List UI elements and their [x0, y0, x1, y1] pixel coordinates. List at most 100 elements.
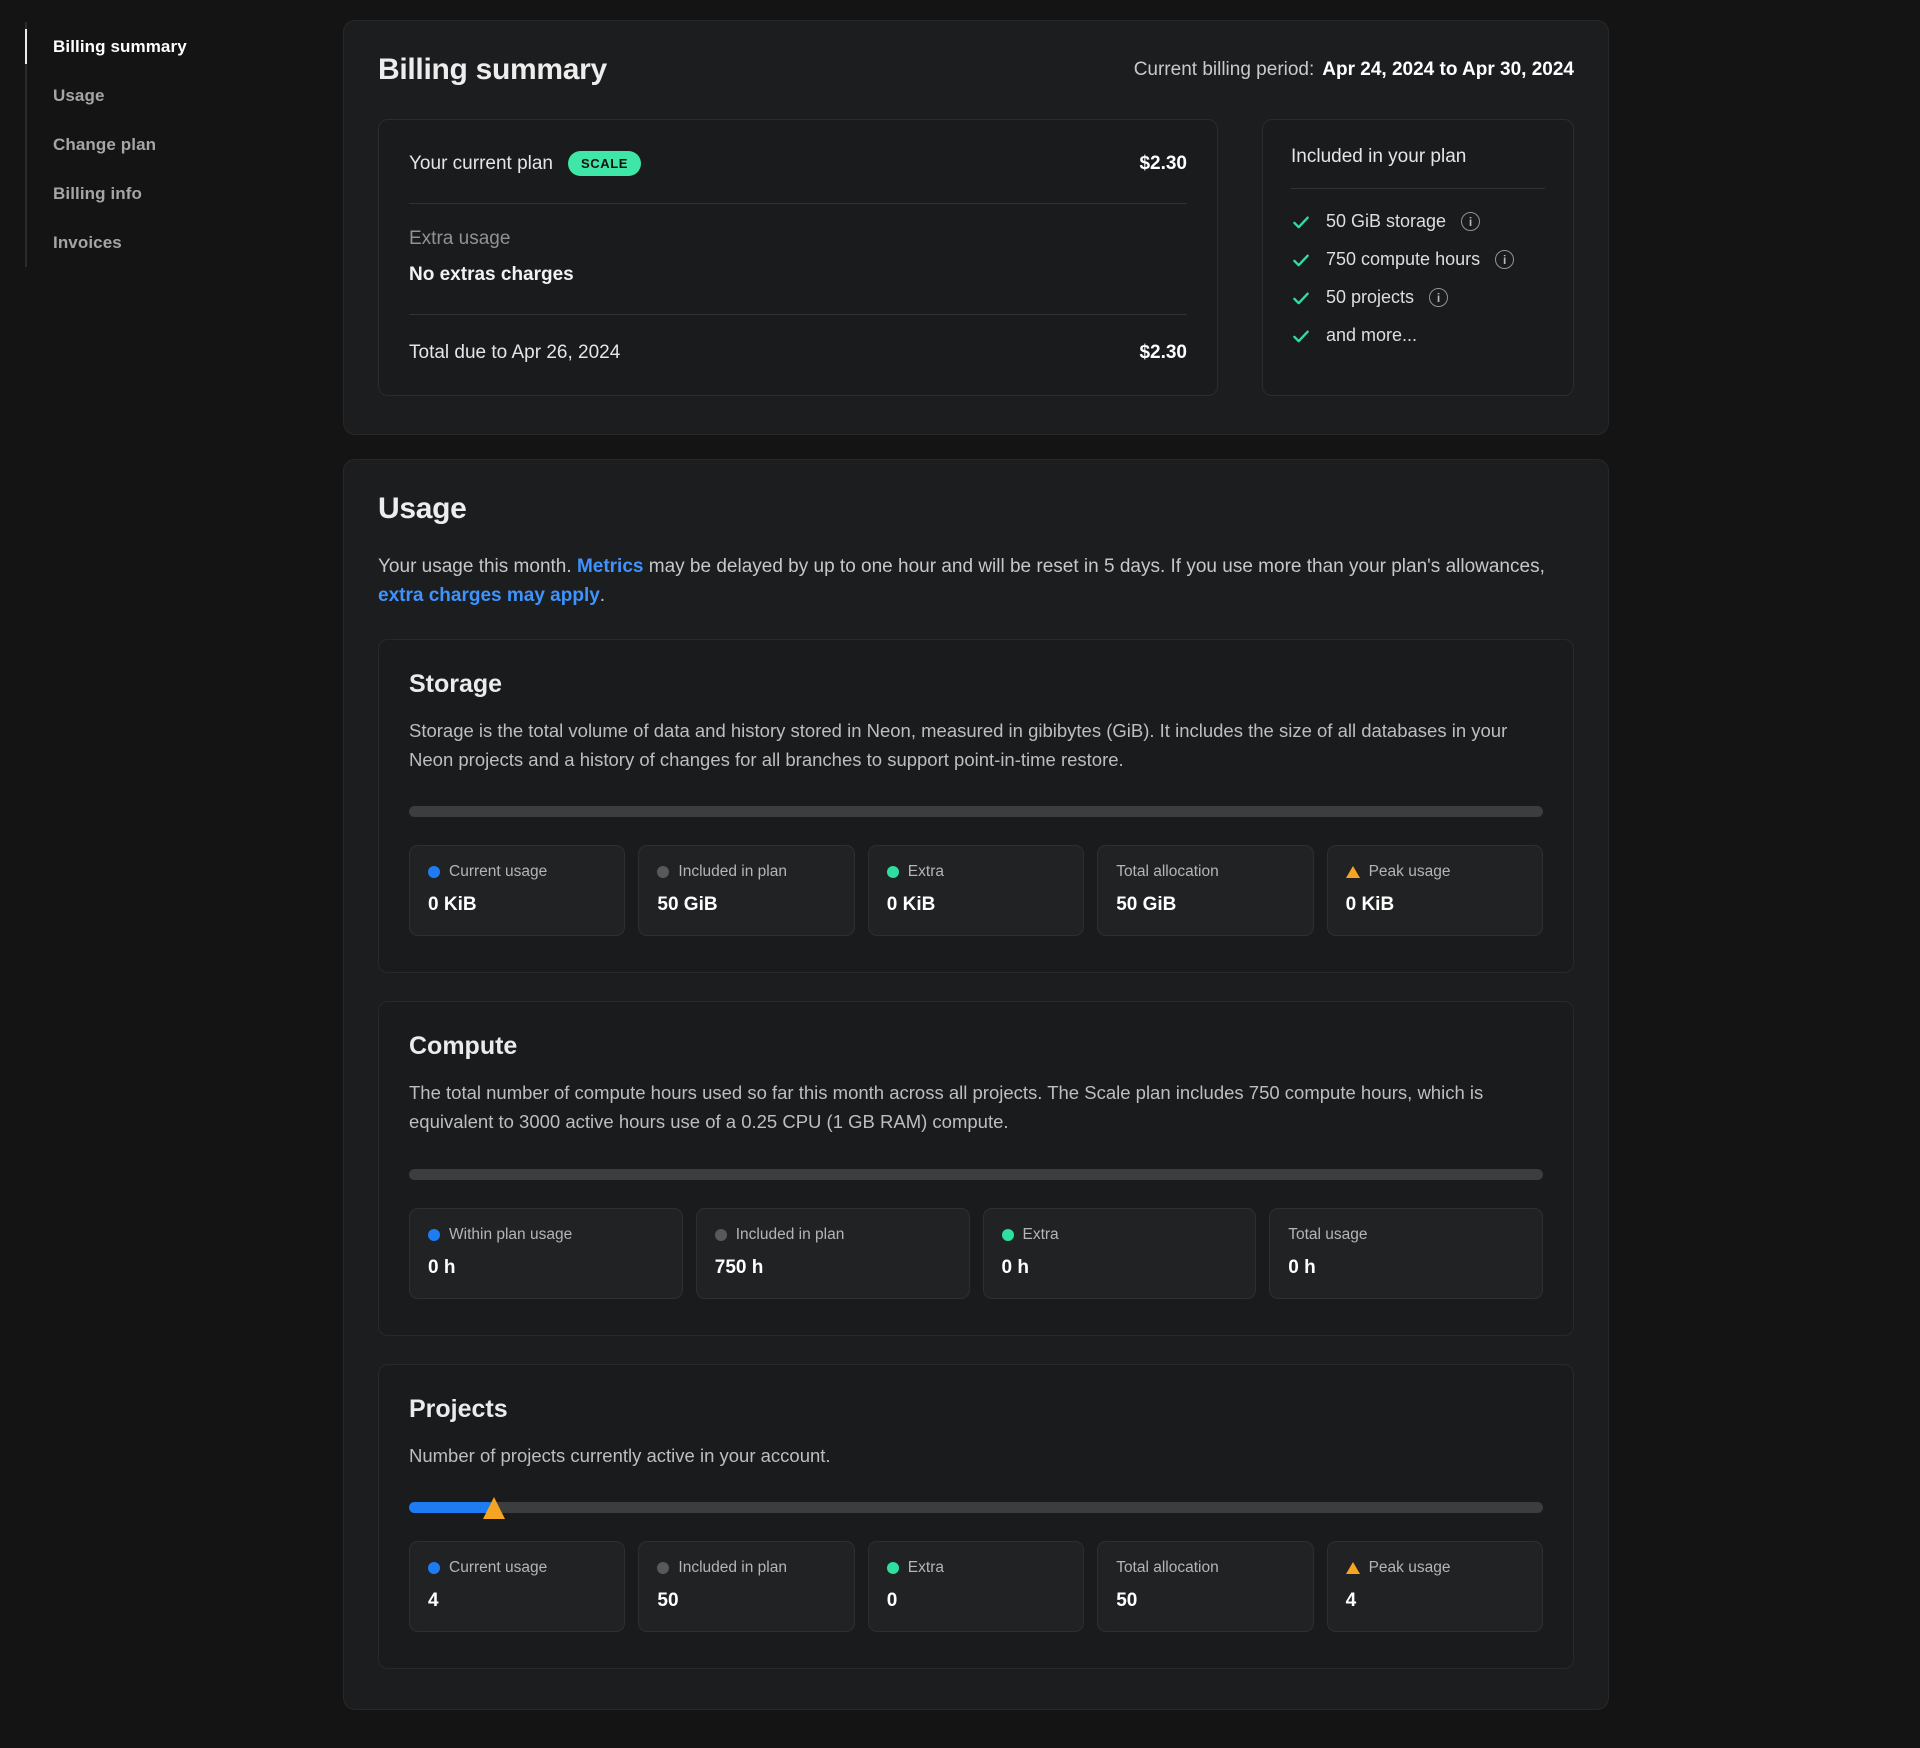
stat-label: Peak usage [1368, 1559, 1451, 1577]
extra-dot-icon [1001, 1228, 1014, 1241]
stat-value: 0 h [428, 1256, 456, 1278]
stat-label: Total usage [1288, 1225, 1368, 1243]
sidebar-item-billing-summary[interactable]: Billing summary [25, 22, 305, 71]
included-item-label: 50 projects [1326, 287, 1415, 307]
stat-label: Extra [907, 1559, 944, 1577]
total-due-amount: $2.30 [1139, 342, 1187, 363]
sidebar-item-invoices[interactable]: Invoices [53, 233, 122, 252]
usage-description: Your usage this month. Metrics may be de… [378, 552, 1548, 611]
stat-label: Total allocation [1116, 863, 1219, 881]
info-icon[interactable]: i [1429, 288, 1449, 307]
sidebar-item-billing-info[interactable]: Billing info [53, 184, 143, 203]
projects-description: Number of projects currently active in y… [409, 1444, 831, 1466]
included-in-plan-title: Included in your plan [1291, 146, 1545, 189]
extra-usage-value: No extras charges [409, 264, 574, 285]
stat-label: Included in plan [735, 1225, 845, 1243]
usage-title: Usage [378, 492, 467, 525]
stat-value: 750 h [714, 1256, 764, 1278]
check-icon [1291, 326, 1311, 346]
storage-description: Storage is the total volume of data and … [409, 719, 1508, 770]
stat-value: 4 [1345, 1590, 1357, 1612]
billing-summary-title: Billing summary [378, 53, 607, 86]
extra-usage-label: Extra usage [409, 228, 511, 249]
stat-label: Included in plan [678, 1559, 787, 1577]
stat-value: 0 [886, 1590, 898, 1612]
compute-description: The total number of compute hours used s… [409, 1082, 1484, 1132]
stat-card: Total allocation 50 [1097, 1541, 1314, 1633]
stat-label: Total allocation [1116, 1559, 1219, 1577]
storage-title: Storage [409, 669, 503, 698]
usage-desc-text: . [599, 585, 606, 607]
billing-period: Current billing period: Apr 24, 2024 to A… [1134, 59, 1574, 81]
sidebar-item-change-plan[interactable]: Change plan [53, 135, 157, 154]
total-due-row: Total due to Apr 26, 2024 $2.30 [409, 315, 1187, 391]
included-item-projects: 50 projects i [1291, 287, 1545, 308]
plan-cost-card: Your current plan SCALE $2.30 Extra usag… [378, 119, 1218, 396]
stat-label: Current usage [449, 863, 548, 881]
stat-value: 0 KiB [1345, 894, 1395, 916]
billing-main: Billing summary Current billing period: A… [343, 20, 1609, 1711]
stat-card: Extra 0 KiB [867, 845, 1085, 937]
stat-card: Extra 0 h [982, 1207, 1257, 1299]
sidebar-item-usage[interactable]: Usage [53, 86, 105, 105]
stat-card: Peak usage 4 [1326, 1541, 1543, 1633]
check-icon [1291, 212, 1311, 232]
current-plan-row: Your current plan SCALE $2.30 [409, 124, 1187, 203]
billing-period-value: Apr 24, 2024 to Apr 30, 2024 [1322, 59, 1574, 80]
projects-progress-bar [409, 1497, 1543, 1520]
peak-triangle-icon [1345, 1562, 1360, 1575]
included-item-storage: 50 GiB storage i [1291, 211, 1545, 232]
metrics-link[interactable]: Metrics [576, 556, 644, 577]
billing-summary-card: Billing summary Current billing period: A… [343, 20, 1609, 435]
stat-label: Included in plan [678, 863, 787, 881]
included-item-compute: 750 compute hours i [1291, 249, 1545, 270]
within-plan-dot-icon [428, 1228, 440, 1241]
info-icon[interactable]: i [1461, 212, 1481, 231]
included-item-label: and more... [1326, 325, 1418, 345]
included-dot-icon [714, 1228, 727, 1241]
included-item-more: and more... i [1291, 325, 1545, 346]
projects-title: Projects [409, 1394, 508, 1423]
info-icon[interactable]: i [1495, 250, 1515, 269]
included-in-plan-list: 50 GiB storage i 750 compute hours i 50 … [1291, 211, 1545, 346]
billing-summary-body: Your current plan SCALE $2.30 Extra usag… [378, 119, 1574, 396]
included-item-label: 750 compute hours [1326, 249, 1481, 269]
usage-desc-text: may be delayed by up to one hour and wil… [643, 556, 1545, 577]
check-icon [1291, 250, 1311, 270]
stat-card: Included in plan 50 [638, 1541, 855, 1633]
stat-card: Included in plan 750 h [695, 1207, 970, 1299]
extra-dot-icon [886, 866, 899, 879]
usage-card: Usage Your usage this month. Metrics may… [343, 459, 1609, 1711]
compute-title: Compute [409, 1032, 518, 1061]
stat-label: Peak usage [1368, 863, 1451, 881]
compute-stats: Within plan usage 0 h Included in plan 7… [409, 1207, 1543, 1299]
extra-dot-icon [886, 1562, 899, 1575]
peak-triangle-icon [1345, 866, 1360, 879]
stat-label: Current usage [449, 1559, 548, 1577]
plan-amount: $2.30 [1139, 152, 1187, 174]
projects-peak-marker-icon [483, 1497, 506, 1520]
stat-value: 0 h [1288, 1256, 1316, 1278]
stat-value: 0 KiB [886, 894, 936, 916]
stat-card: Extra 0 [867, 1541, 1085, 1633]
usage-desc-text: Your usage this month. [378, 556, 577, 577]
divider [409, 203, 1187, 204]
stat-label: Within plan usage [449, 1225, 573, 1243]
projects-stats: Current usage 4 Included in plan 50 Extr… [409, 1541, 1543, 1633]
extra-charges-link[interactable]: extra charges may apply [378, 585, 600, 607]
check-icon [1291, 288, 1311, 308]
included-item-label: 50 GiB storage [1326, 211, 1447, 231]
current-plan-label: Your current plan [409, 152, 554, 174]
storage-progress-bar [409, 806, 1543, 818]
divider [409, 314, 1187, 315]
plan-badge: SCALE [568, 151, 642, 176]
projects-section: Projects Number of projects currently ac… [378, 1363, 1574, 1670]
stat-value: 4 [428, 1590, 439, 1612]
stat-card: Included in plan 50 GiB [638, 845, 855, 937]
included-in-plan-card: Included in your plan 50 GiB storage i 7… [1262, 119, 1574, 396]
current-usage-dot-icon [428, 1562, 440, 1575]
storage-stats: Current usage 0 KiB Included in plan 50 … [409, 845, 1543, 937]
stat-card: Current usage 4 [409, 1541, 626, 1633]
stat-value: 50 GiB [657, 894, 718, 916]
projects-progress-fill [409, 1502, 495, 1514]
